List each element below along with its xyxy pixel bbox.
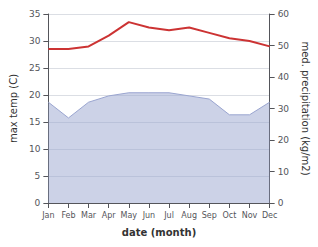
svg-text:May: May [121,211,138,220]
svg-text:Aug: Aug [181,211,197,220]
svg-text:Jul: Jul [163,211,174,220]
svg-text:med. precipitation (kg/m2): med. precipitation (kg/m2) [300,41,311,175]
svg-text:20: 20 [278,135,290,145]
svg-text:5: 5 [35,171,41,181]
svg-text:15: 15 [29,117,40,127]
svg-text:30: 30 [29,36,41,46]
svg-text:Feb: Feb [61,211,75,220]
svg-text:50: 50 [278,41,290,51]
svg-text:Dec: Dec [262,211,277,220]
svg-text:Jan: Jan [41,211,54,220]
svg-text:Oct: Oct [222,211,236,220]
svg-text:25: 25 [29,63,40,73]
svg-text:10: 10 [278,167,290,177]
svg-text:10: 10 [29,144,41,154]
svg-text:60: 60 [278,9,290,19]
svg-text:Jun: Jun [142,211,156,220]
svg-text:0: 0 [278,198,284,208]
svg-text:40: 40 [278,72,290,82]
svg-text:Mar: Mar [81,211,97,220]
svg-text:35: 35 [29,9,40,19]
svg-text:0: 0 [35,198,41,208]
svg-text:30: 30 [278,104,290,114]
svg-text:max temp (C): max temp (C) [8,74,19,143]
svg-text:20: 20 [29,90,41,100]
svg-text:date (month): date (month) [122,227,196,238]
svg-text:Apr: Apr [102,211,117,220]
svg-text:Sep: Sep [202,211,217,220]
svg-text:Nov: Nov [242,211,258,220]
